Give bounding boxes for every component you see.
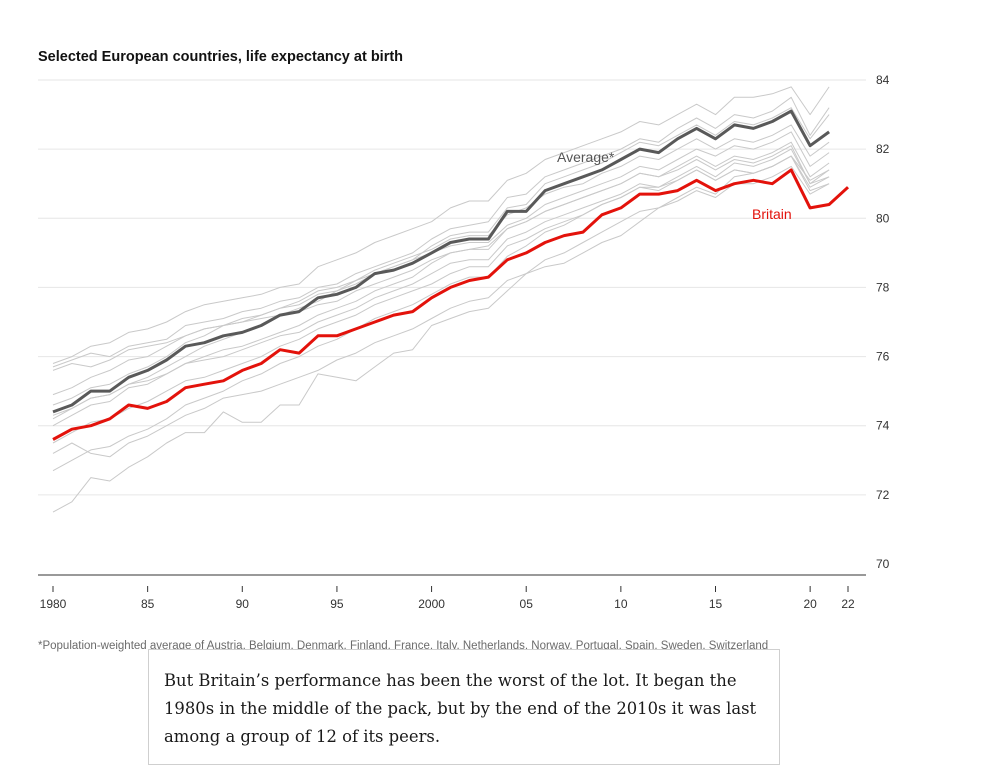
y-tick-label-76: 76 (876, 350, 890, 364)
y-axis-ticks: 70 72 74 76 78 80 82 84 (876, 73, 890, 571)
series-line-peer-9 (52, 155, 830, 444)
caption-text: But Britain’s performance has been the w… (164, 671, 757, 746)
series-line-peer-8 (52, 155, 830, 416)
series-line-peer-2 (52, 96, 830, 368)
x-tick-label-1980: 1980 (40, 597, 67, 611)
x-tick-label-1995: 95 (330, 597, 344, 611)
series-label-average: Average* (557, 149, 615, 165)
x-tick-label-2005: 05 (520, 597, 534, 611)
y-tick-label-80: 80 (876, 211, 890, 225)
x-axis-ticks: 1980 85 90 95 2000 05 10 15 20 22 (40, 586, 855, 611)
y-tick-label-82: 82 (876, 142, 890, 156)
x-tick-label-2022: 22 (841, 597, 855, 611)
y-tick-label-78: 78 (876, 280, 890, 294)
peer-series (52, 86, 830, 513)
series-line-peer-3 (52, 107, 830, 371)
x-tick-label-1990: 90 (236, 597, 250, 611)
y-tick-label-74: 74 (876, 419, 890, 433)
series-line-peer-4 (52, 124, 830, 406)
x-tick-label-2000: 2000 (418, 597, 445, 611)
series-line-peer-1 (52, 86, 830, 364)
series-line-britain (52, 168, 850, 441)
series-label-britain: Britain (752, 206, 792, 222)
x-tick-label-2015: 15 (709, 597, 723, 611)
series-line-peer-12 (52, 165, 830, 458)
series-line-average (52, 109, 830, 414)
x-tick-label-1985: 85 (141, 597, 155, 611)
chart-title: Selected European countries, life expect… (38, 49, 404, 65)
series-line-peer-10 (52, 148, 830, 472)
x-tick-label-2020: 20 (803, 597, 817, 611)
caption-box: But Britain’s performance has been the w… (148, 649, 780, 765)
y-tick-label-70: 70 (876, 557, 890, 571)
life-expectancy-chart: 70 72 74 76 78 80 82 84 1980 85 90 95 2000 05 10 15 20 2… (38, 73, 890, 611)
series-line-peer-11 (52, 155, 830, 513)
y-tick-label-84: 84 (876, 73, 890, 87)
highlight-series (52, 109, 850, 441)
series-labels: Average* Britain (557, 149, 792, 222)
y-tick-label-72: 72 (876, 488, 890, 502)
series-line-peer-6 (52, 141, 830, 396)
x-tick-label-2010: 10 (614, 597, 628, 611)
